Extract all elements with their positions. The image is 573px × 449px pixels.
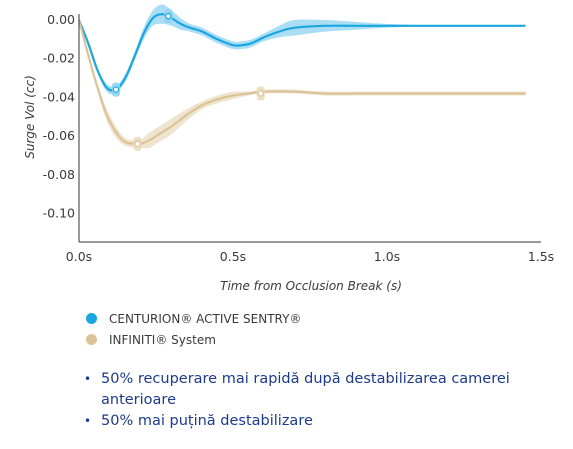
legend-swatch-infiniti [86, 334, 97, 345]
y-tick-label: -0.10 [43, 206, 75, 221]
legend-label-centurion: CENTURION® ACTIVE SENTRY® [109, 311, 302, 326]
x-axis-label: Time from Occlusion Break (s) [220, 279, 402, 293]
x-tick-label: 0.0s [66, 249, 92, 264]
x-tick-label: 1.5s [528, 249, 554, 264]
benefit-item: 50% recuperare mai rapidă după destabili… [84, 369, 554, 411]
y-tick-labels: 0.00 -0.02 -0.04 -0.06 -0.08 -0.10 [43, 12, 75, 221]
x-tick-labels: 0.0s 0.5s 1.0s 1.5s [66, 249, 554, 264]
chart-legend: CENTURION® ACTIVE SENTRY® INFINITI® Syst… [86, 308, 301, 350]
marker-point-2 [134, 140, 141, 148]
x-tick-label: 1.0s [374, 249, 400, 264]
marker-point-3 [257, 90, 264, 97]
legend-item-infiniti: INFINITI® System [86, 329, 301, 350]
y-tick-label: -0.06 [43, 128, 75, 143]
surge-volume-chart: 0.00 -0.02 -0.04 -0.06 -0.08 -0.10 0.0s 0.5s 1.… [23, 4, 554, 293]
y-axis-label: Surge Vol (cc) [23, 75, 37, 159]
y-tick-label: 0.00 [47, 12, 75, 27]
marker-point-0 [112, 86, 120, 93]
band-series-1 [79, 20, 526, 149]
legend-swatch-centurion [86, 313, 97, 324]
benefit-item: 50% mai puțină destabilizare [84, 411, 554, 432]
band-series-0 [79, 4, 526, 95]
series-markers [111, 9, 265, 151]
legend-label-infiniti: INFINITI® System [109, 332, 216, 347]
y-tick-label: -0.04 [43, 89, 75, 104]
y-tick-label: -0.08 [43, 167, 75, 182]
legend-item-centurion: CENTURION® ACTIVE SENTRY® [86, 308, 301, 329]
benefit-list: 50% recuperare mai rapidă după destabili… [84, 369, 554, 432]
marker-point-1 [165, 12, 172, 20]
y-tick-label: -0.02 [43, 51, 75, 66]
line-series-1 [77, 19, 526, 146]
x-tick-label: 0.5s [220, 249, 246, 264]
